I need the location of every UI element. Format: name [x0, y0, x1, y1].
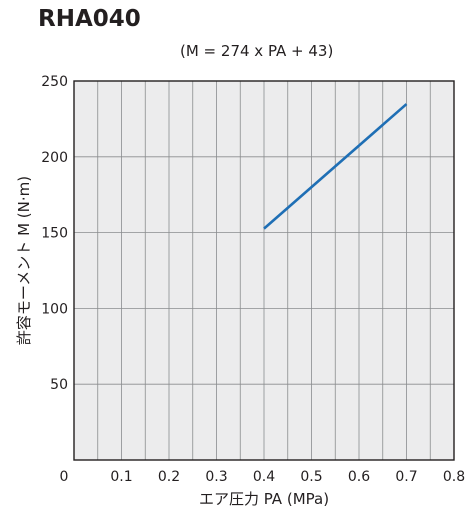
y-tick-labels: 50 100 150 200 250	[41, 74, 68, 393]
x-tick-label: 0.5	[300, 469, 322, 485]
y-tick-label: 200	[41, 150, 68, 166]
x-tick-label: 0.4	[253, 469, 275, 485]
x-tick-label: 0	[60, 469, 69, 485]
series-line-1	[263, 103, 408, 230]
y-tick-label: 250	[41, 74, 68, 90]
y-tick-label: 150	[41, 226, 68, 242]
x-axis-label: エア圧力 PA (MPa)	[199, 490, 329, 508]
x-tick-label: 0.6	[348, 469, 370, 485]
x-tick-label: 0.7	[395, 469, 417, 485]
x-tick-label: 0.8	[443, 469, 465, 485]
y-axis-label: 許容モーメント M (N·m)	[15, 176, 33, 345]
chart-title: RHA040	[38, 6, 141, 32]
grid-lines	[74, 81, 454, 460]
x-tick-labels: 0 0.1 0.2 0.3 0.4 0.5 0.6 0.7 0.8	[60, 469, 466, 485]
x-tick-label: 0.3	[205, 469, 227, 485]
series-group	[263, 103, 408, 230]
y-tick-label: 100	[41, 301, 68, 317]
x-tick-label: 0.2	[158, 469, 180, 485]
plot-frame	[73, 80, 455, 461]
x-tick-label: 0.1	[110, 469, 132, 485]
y-tick-label: 50	[50, 377, 68, 393]
chart-subtitle: (M = 274 x PA + 43)	[180, 42, 334, 60]
